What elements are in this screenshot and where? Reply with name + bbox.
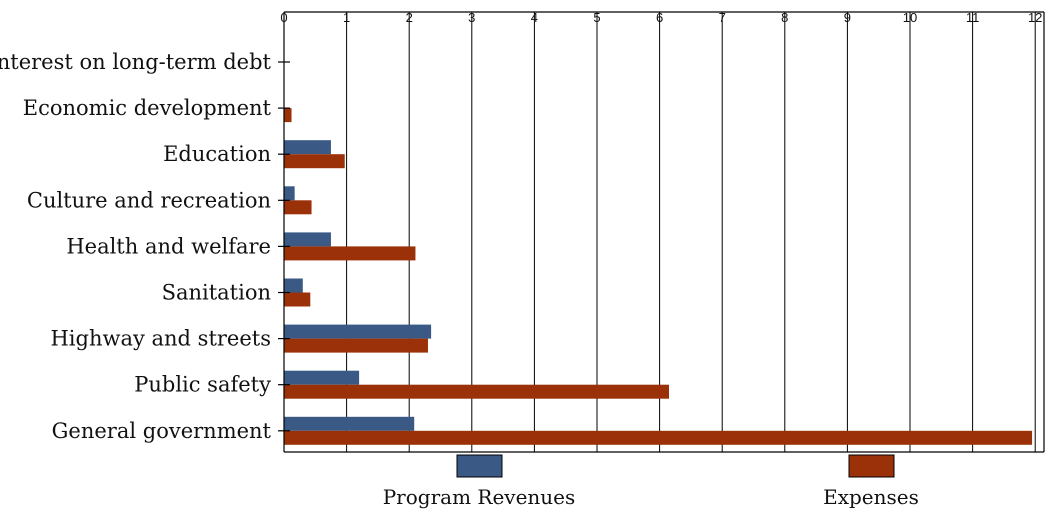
tick-label-0: 0 (280, 10, 287, 25)
tick-label-11: 11 (966, 10, 980, 25)
axes (278, 11, 1045, 453)
tick-label-5: 5 (593, 10, 600, 25)
bars (284, 108, 1033, 445)
revenue-bar (284, 186, 295, 201)
category-label: General government (52, 419, 272, 443)
category-label: Interest on long-term debt (0, 50, 272, 74)
tick-labels: 0 1 2 3 4 5 6 7 8 9 10 11 12 (280, 10, 1042, 25)
revenue-bar (284, 278, 303, 293)
expense-bar (284, 338, 428, 353)
legend-swatch-expenses (848, 454, 895, 478)
tick-label-2: 2 (406, 10, 413, 25)
revenue-bar (284, 370, 360, 385)
category-label: Sanitation (162, 281, 271, 305)
tick-label-3: 3 (468, 10, 475, 25)
category-label: Economic development (23, 96, 272, 120)
expense-bar (284, 430, 1033, 445)
expense-bar (284, 292, 311, 307)
revenue-bar (284, 232, 331, 247)
tick-label-9: 9 (844, 10, 851, 25)
revenue-bar (284, 140, 331, 155)
revenue-bar (284, 324, 432, 339)
tick-label-1: 1 (343, 10, 350, 25)
tick-label-6: 6 (656, 10, 663, 25)
tick-label-4: 4 (531, 10, 538, 25)
category-label: Highway and streets (50, 327, 271, 351)
expense-bar (284, 246, 416, 261)
legend: Program Revenues Expenses (383, 454, 919, 509)
category-label: Public safety (134, 373, 271, 397)
category-label: Culture and recreation (27, 188, 271, 212)
legend-label-expenses: Expenses (823, 485, 919, 509)
category-label: Health and welfare (66, 234, 271, 258)
legend-label-program-revenues: Program Revenues (383, 485, 576, 509)
tick-label-12: 12 (1028, 10, 1042, 25)
category-labels: Interest on long-term debt Economic devel… (0, 50, 272, 443)
revenue-bar (284, 416, 415, 431)
expense-bar (284, 384, 669, 399)
category-label: Education (163, 142, 271, 166)
expense-bar (284, 200, 312, 215)
tick-label-10: 10 (903, 10, 917, 25)
expense-bar (284, 154, 345, 169)
legend-swatch-program-revenues (456, 454, 503, 478)
grid-lines (346, 12, 1036, 452)
tick-label-7: 7 (719, 10, 726, 25)
expense-bar (284, 108, 292, 123)
tick-label-8: 8 (781, 10, 788, 25)
